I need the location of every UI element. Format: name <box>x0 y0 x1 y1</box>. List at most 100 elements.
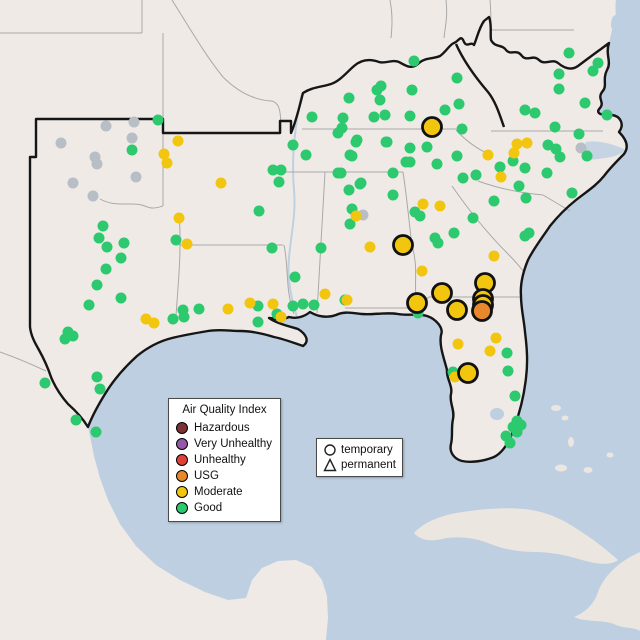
station-marker-moderate[interactable] <box>244 297 256 309</box>
station-marker-good[interactable] <box>408 55 420 67</box>
station-marker-good[interactable] <box>170 234 182 246</box>
station-marker-moderate[interactable] <box>495 171 507 183</box>
station-marker-good[interactable] <box>178 311 190 323</box>
station-marker-moderate[interactable] <box>222 303 234 315</box>
station-marker-good[interactable] <box>267 164 279 176</box>
station-marker-good[interactable] <box>193 303 205 315</box>
station-marker-good[interactable] <box>344 218 356 230</box>
station-marker-moderate[interactable] <box>350 210 362 222</box>
station-marker-good[interactable] <box>387 189 399 201</box>
station-marker-good[interactable] <box>451 150 463 162</box>
station-marker-no-data[interactable] <box>91 158 103 170</box>
station-marker-good[interactable] <box>400 156 412 168</box>
station-marker-good[interactable] <box>502 365 514 377</box>
station-marker-good[interactable] <box>404 142 416 154</box>
station-marker-moderate[interactable] <box>431 282 453 304</box>
station-marker-good[interactable] <box>566 187 578 199</box>
station-marker-moderate[interactable] <box>319 288 331 300</box>
station-marker-moderate[interactable] <box>392 234 414 256</box>
station-marker-good[interactable] <box>118 237 130 249</box>
station-marker-good[interactable] <box>101 241 113 253</box>
station-marker-good[interactable] <box>470 169 482 181</box>
station-marker-good[interactable] <box>332 127 344 139</box>
station-marker-good[interactable] <box>273 176 285 188</box>
station-marker-good[interactable] <box>520 192 532 204</box>
station-marker-good[interactable] <box>368 111 380 123</box>
station-marker-good[interactable] <box>541 167 553 179</box>
station-marker-good[interactable] <box>152 114 164 126</box>
station-marker-moderate[interactable] <box>416 265 428 277</box>
station-marker-good[interactable] <box>91 279 103 291</box>
station-marker-usg[interactable] <box>471 300 493 322</box>
station-marker-good[interactable] <box>83 299 95 311</box>
station-marker-good[interactable] <box>519 230 531 242</box>
station-marker-good[interactable] <box>308 299 320 311</box>
station-marker-moderate[interactable] <box>457 362 479 384</box>
station-marker-moderate[interactable] <box>215 177 227 189</box>
station-marker-good[interactable] <box>90 426 102 438</box>
station-marker-good[interactable] <box>100 263 112 275</box>
station-marker-good[interactable] <box>379 109 391 121</box>
station-marker-good[interactable] <box>519 162 531 174</box>
station-marker-good[interactable] <box>115 292 127 304</box>
station-marker-good[interactable] <box>451 72 463 84</box>
station-marker-good[interactable] <box>509 390 521 402</box>
station-marker-moderate[interactable] <box>446 299 468 321</box>
station-marker-good[interactable] <box>59 333 71 345</box>
station-marker-good[interactable] <box>374 94 386 106</box>
station-marker-good[interactable] <box>115 252 127 264</box>
station-marker-moderate[interactable] <box>484 345 496 357</box>
station-marker-good[interactable] <box>343 184 355 196</box>
station-marker-no-data[interactable] <box>55 137 67 149</box>
station-marker-no-data[interactable] <box>575 142 587 154</box>
station-marker-good[interactable] <box>252 316 264 328</box>
station-marker-good[interactable] <box>70 414 82 426</box>
station-marker-moderate[interactable] <box>181 238 193 250</box>
station-marker-good[interactable] <box>563 47 575 59</box>
station-marker-good[interactable] <box>300 149 312 161</box>
station-marker-good[interactable] <box>287 300 299 312</box>
station-marker-good[interactable] <box>529 107 541 119</box>
station-marker-moderate[interactable] <box>173 212 185 224</box>
station-marker-good[interactable] <box>380 136 392 148</box>
station-marker-good[interactable] <box>344 149 356 161</box>
station-marker-good[interactable] <box>404 110 416 122</box>
station-marker-good[interactable] <box>126 144 138 156</box>
station-marker-good[interactable] <box>337 112 349 124</box>
station-marker-moderate[interactable] <box>148 317 160 329</box>
station-marker-good[interactable] <box>94 383 106 395</box>
station-marker-good[interactable] <box>488 195 500 207</box>
station-marker-good[interactable] <box>371 84 383 96</box>
station-marker-moderate[interactable] <box>267 298 279 310</box>
station-marker-good[interactable] <box>507 155 519 167</box>
station-marker-good[interactable] <box>91 371 103 383</box>
station-marker-moderate[interactable] <box>434 200 446 212</box>
station-marker-good[interactable] <box>439 104 451 116</box>
station-marker-no-data[interactable] <box>87 190 99 202</box>
station-marker-moderate[interactable] <box>521 137 533 149</box>
station-marker-good[interactable] <box>266 242 278 254</box>
station-marker-good[interactable] <box>513 180 525 192</box>
station-marker-good[interactable] <box>601 109 613 121</box>
station-marker-good[interactable] <box>332 167 344 179</box>
station-marker-good[interactable] <box>511 426 523 438</box>
station-marker-good[interactable] <box>167 313 179 325</box>
station-marker-moderate[interactable] <box>511 138 523 150</box>
station-marker-good[interactable] <box>504 437 516 449</box>
station-marker-good[interactable] <box>554 151 566 163</box>
station-marker-good[interactable] <box>587 65 599 77</box>
station-marker-moderate[interactable] <box>421 116 443 138</box>
station-marker-good[interactable] <box>97 220 109 232</box>
station-marker-good[interactable] <box>501 347 513 359</box>
station-marker-good[interactable] <box>553 83 565 95</box>
station-marker-moderate[interactable] <box>158 148 170 160</box>
station-marker-good[interactable] <box>343 92 355 104</box>
station-marker-no-data[interactable] <box>128 116 140 128</box>
station-marker-good[interactable] <box>297 298 309 310</box>
station-marker-good[interactable] <box>39 377 51 389</box>
station-marker-good[interactable] <box>467 212 479 224</box>
station-marker-good[interactable] <box>431 158 443 170</box>
station-marker-good[interactable] <box>573 128 585 140</box>
station-marker-good[interactable] <box>287 139 299 151</box>
